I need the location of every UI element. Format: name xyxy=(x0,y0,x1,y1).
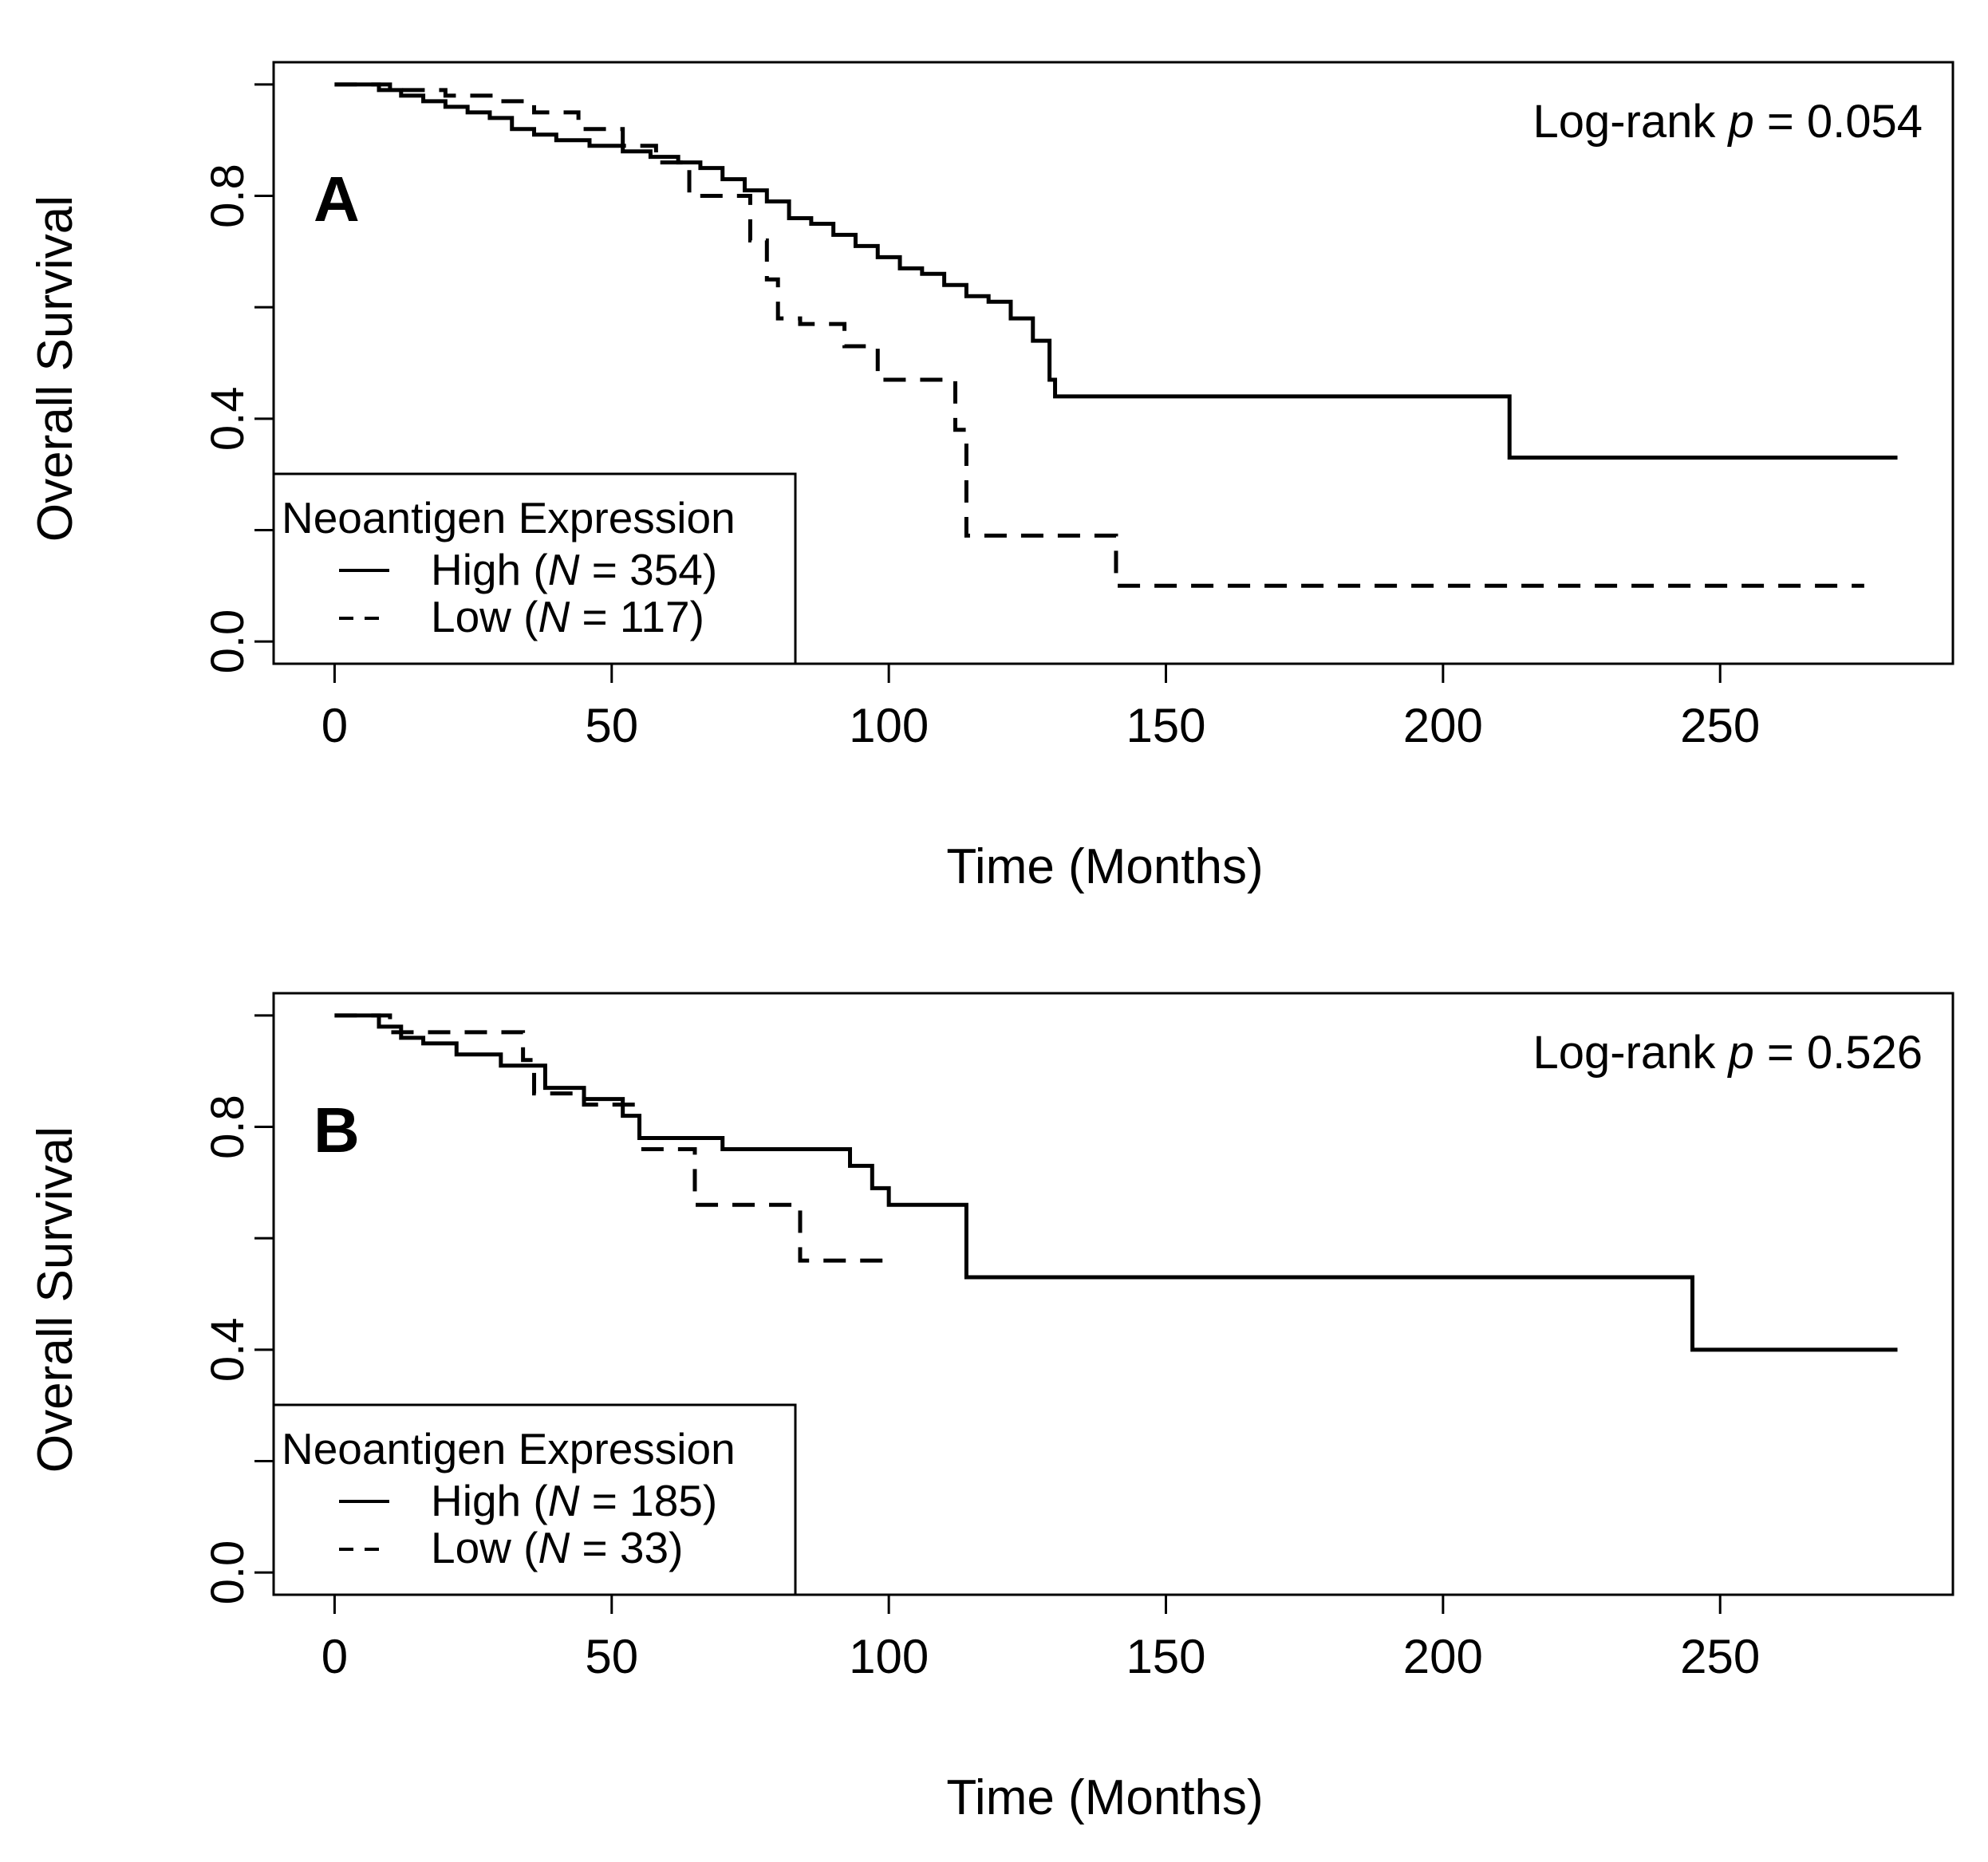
x-axis-label: Time (Months) xyxy=(946,839,1263,894)
legend-entry-low: Low (N = 33) xyxy=(431,1523,683,1572)
x-axis: 0 50 100 150 200 250 xyxy=(321,664,1760,752)
y-tick-label: 0.0 xyxy=(202,609,254,674)
legend-entry-low: Low (N = 117) xyxy=(431,592,704,641)
panel-b-chart: 0.0 0.4 0.8 0 50 100 150 200 250 Overall Surviv… xyxy=(28,992,1954,1825)
plot-border xyxy=(272,61,1954,665)
survival-curve-high xyxy=(334,1013,1898,1352)
x-tick-label: 100 xyxy=(849,1630,929,1683)
x-tick-label: 250 xyxy=(1680,699,1760,752)
plot-border xyxy=(272,992,1954,1596)
y-tick-label: 0.0 xyxy=(202,1540,254,1605)
y-tick-label: 0.8 xyxy=(202,1095,254,1159)
x-tick-label: 150 xyxy=(1126,699,1205,752)
x-tick-label: 50 xyxy=(585,1630,638,1683)
x-tick-label: 100 xyxy=(849,699,929,752)
y-tick-label: 0.4 xyxy=(202,1317,254,1382)
plot-frame xyxy=(272,61,1954,665)
log-rank-annotation: Log-rank p = 0.054 xyxy=(1532,96,1923,148)
panel-label: A xyxy=(314,164,360,235)
survival-curve-low xyxy=(334,1013,884,1263)
x-tick-label: 250 xyxy=(1680,1630,1760,1683)
plot-frame xyxy=(272,992,1954,1596)
panel-label: B xyxy=(314,1095,360,1166)
x-tick-label: 150 xyxy=(1126,1630,1205,1683)
survival-curve-high xyxy=(334,82,1898,460)
y-axis-label: Overall Survival xyxy=(28,195,83,542)
x-tick-label: 200 xyxy=(1403,1630,1483,1683)
log-rank-annotation: Log-rank p = 0.526 xyxy=(1532,1027,1923,1079)
legend: Neoantigen Expression High (N = 354) Low… xyxy=(272,472,797,665)
legend-entry-high: High (N = 185) xyxy=(431,1476,717,1525)
y-axis: 0.0 0.4 0.8 xyxy=(202,83,274,674)
survival-curve-low xyxy=(334,82,1864,588)
legend: Neoantigen Expression High (N = 185) Low… xyxy=(272,1403,797,1596)
x-tick-label: 0 xyxy=(321,699,348,752)
y-axis: 0.0 0.4 0.8 xyxy=(202,1014,274,1605)
x-tick-label: 200 xyxy=(1403,699,1483,752)
x-axis-label: Time (Months) xyxy=(946,1770,1263,1825)
survival-curves xyxy=(334,1013,1898,1352)
x-tick-label: 0 xyxy=(321,1630,348,1683)
survival-curves xyxy=(334,82,1898,588)
y-tick-label: 0.8 xyxy=(202,164,254,228)
legend-title: Neoantigen Expression xyxy=(282,1424,736,1473)
panel-a-chart: 0.0 0.4 0.8 0 50 100 150 200 250 Overall Surviv… xyxy=(28,61,1954,894)
x-axis: 0 50 100 150 200 250 xyxy=(321,1595,1760,1683)
legend-entry-high: High (N = 354) xyxy=(431,545,717,594)
y-axis-label: Overall Survival xyxy=(28,1126,83,1473)
x-tick-label: 50 xyxy=(585,699,638,752)
y-tick-label: 0.4 xyxy=(202,386,254,451)
legend-title: Neoantigen Expression xyxy=(282,493,736,542)
